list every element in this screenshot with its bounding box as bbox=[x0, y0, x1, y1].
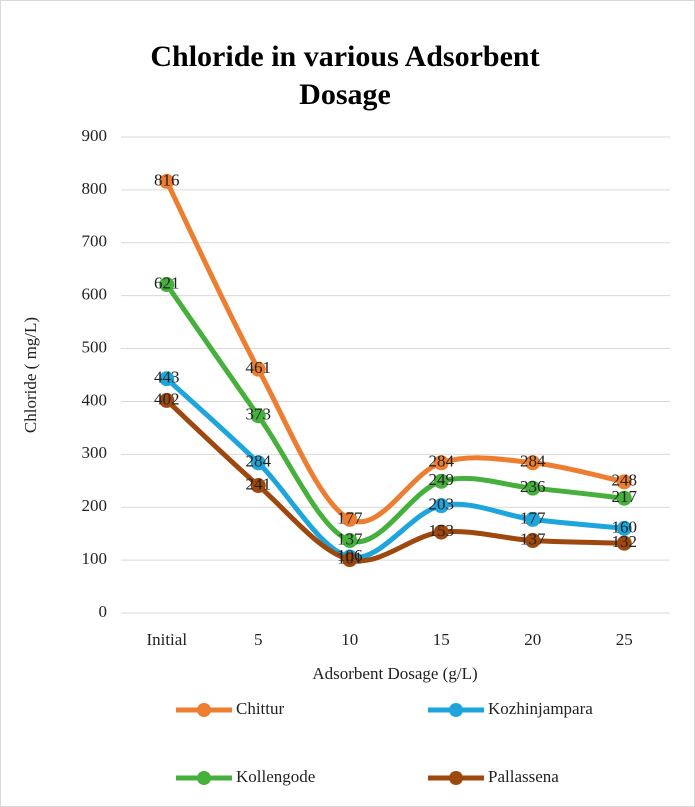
y-tick-label: 200 bbox=[82, 496, 108, 515]
data-label: 461 bbox=[246, 358, 272, 377]
data-label: 137 bbox=[520, 529, 546, 548]
x-tick-label: 15 bbox=[433, 630, 450, 649]
data-point bbox=[433, 455, 449, 471]
data-label: 101 bbox=[337, 548, 363, 567]
data-label: 249 bbox=[429, 470, 455, 489]
data-point bbox=[342, 552, 358, 568]
data-point bbox=[250, 408, 266, 424]
data-point bbox=[159, 173, 175, 189]
legend-label: Chittur bbox=[236, 699, 285, 718]
legend-marker bbox=[449, 771, 463, 785]
legend-label: Kozhinjampara bbox=[488, 699, 593, 718]
x-tick-label: 10 bbox=[341, 630, 358, 649]
data-point bbox=[250, 361, 266, 377]
data-point bbox=[525, 511, 541, 527]
data-point bbox=[159, 371, 175, 387]
data-point bbox=[616, 490, 632, 506]
y-tick-label: 0 bbox=[99, 602, 108, 621]
x-tick-label: Initial bbox=[146, 630, 187, 649]
data-point bbox=[250, 478, 266, 494]
legend-label: Kollengode bbox=[236, 767, 315, 786]
legend-marker bbox=[197, 771, 211, 785]
data-point bbox=[525, 455, 541, 471]
data-label: 177 bbox=[337, 508, 363, 527]
data-label: 203 bbox=[429, 495, 455, 514]
data-label: 177 bbox=[520, 508, 546, 527]
y-tick-label: 900 bbox=[82, 126, 108, 145]
y-tick-label: 700 bbox=[82, 232, 108, 251]
data-label: 284 bbox=[246, 452, 272, 471]
data-point bbox=[342, 533, 358, 549]
data-label: 443 bbox=[154, 368, 180, 387]
data-label: 241 bbox=[246, 474, 272, 493]
data-point bbox=[616, 535, 632, 551]
y-tick-label: 400 bbox=[82, 390, 108, 409]
data-point bbox=[433, 524, 449, 540]
data-label: 217 bbox=[612, 487, 638, 506]
data-point bbox=[616, 520, 632, 536]
data-label: 248 bbox=[612, 471, 638, 490]
data-point bbox=[159, 277, 175, 293]
data-point bbox=[342, 511, 358, 527]
legend-marker bbox=[449, 703, 463, 717]
data-label: 373 bbox=[246, 405, 272, 424]
data-label: 132 bbox=[612, 532, 638, 551]
data-label: 402 bbox=[154, 389, 180, 408]
data-label: 106 bbox=[337, 546, 363, 565]
x-tick-label: 5 bbox=[254, 630, 263, 649]
x-tick-label: 20 bbox=[524, 630, 541, 649]
data-label: 284 bbox=[520, 452, 546, 471]
data-label: 160 bbox=[612, 517, 638, 536]
data-point bbox=[525, 480, 541, 496]
legend-label: Pallassena bbox=[488, 767, 559, 786]
data-label: 153 bbox=[429, 521, 455, 540]
data-point bbox=[525, 533, 541, 549]
data-label: 137 bbox=[337, 529, 363, 548]
chart-title: Chloride in various Adsorbent Dosage bbox=[150, 40, 540, 111]
data-point bbox=[616, 474, 632, 490]
data-point bbox=[433, 473, 449, 489]
y-tick-label: 300 bbox=[82, 443, 108, 462]
x-axis-label: Adsorbent Dosage (g/L) bbox=[312, 664, 477, 683]
data-label: 621 bbox=[154, 273, 180, 292]
y-tick-label: 600 bbox=[82, 285, 108, 304]
data-point bbox=[250, 455, 266, 471]
y-tick-label: 500 bbox=[82, 337, 108, 356]
y-tick-label: 800 bbox=[82, 179, 108, 198]
y-axis-label: Chloride ( mg/L) bbox=[21, 317, 40, 433]
x-tick-label: 25 bbox=[616, 630, 633, 649]
legend-marker bbox=[197, 703, 211, 717]
data-label: 284 bbox=[429, 452, 455, 471]
y-tick-label: 100 bbox=[82, 549, 108, 568]
data-point bbox=[159, 392, 175, 408]
data-point bbox=[433, 498, 449, 514]
data-label: 236 bbox=[520, 477, 546, 496]
data-label: 816 bbox=[154, 170, 180, 189]
